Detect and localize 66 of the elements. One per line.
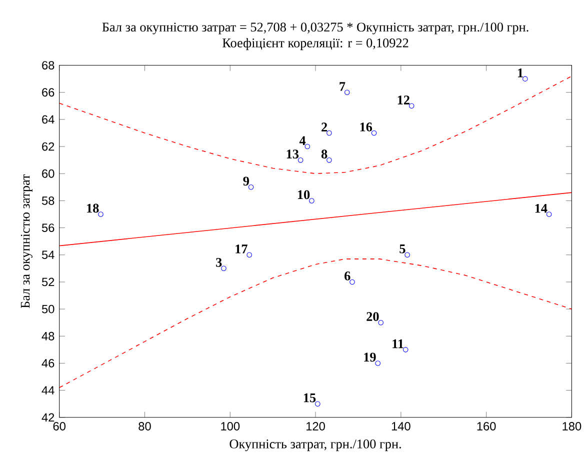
y-tick-label: 68 — [42, 61, 54, 70]
point — [375, 360, 380, 366]
x-tick-label: 100 — [221, 422, 240, 431]
point — [404, 252, 410, 258]
point — [298, 157, 304, 163]
point — [546, 212, 552, 217]
x-axis-title: Окупність затрат, грн./100 грн. — [230, 440, 401, 452]
annotation: 9 — [243, 176, 249, 186]
y-tick-label: 64 — [42, 115, 54, 124]
annotation: 5 — [400, 244, 406, 254]
annotation: 12 — [398, 96, 410, 104]
y-tick-label: 54 — [42, 250, 54, 260]
line-series — [59, 258, 572, 388]
y-axis-title: Бал за окупністю затрат — [20, 174, 32, 308]
x-tick-label: 180 — [562, 422, 582, 431]
x-tick-label: 160 — [477, 422, 496, 431]
annotation: 2 — [322, 122, 328, 132]
point — [522, 76, 528, 82]
point — [326, 130, 332, 136]
y-tick-label: 62 — [42, 142, 54, 151]
annotation: 18 — [87, 204, 99, 213]
annotation: 20 — [366, 312, 379, 322]
y-tick-label: 44 — [42, 386, 54, 394]
y-tick-label: 42 — [42, 413, 54, 422]
point — [246, 252, 252, 258]
point — [378, 320, 384, 326]
annotation: 10 — [298, 190, 310, 200]
y-tick-label: 48 — [42, 332, 54, 340]
x-tick-label: 140 — [392, 422, 410, 431]
point — [221, 266, 226, 272]
chart-subtitle: Коефіцієнт кореляції: r = 0,10922 — [222, 38, 408, 50]
point — [304, 144, 310, 150]
annotation: 13 — [286, 150, 299, 159]
annotation: 17 — [236, 244, 248, 254]
annotation: 19 — [364, 352, 376, 362]
point — [309, 198, 314, 204]
x-tick-label: 60 — [53, 422, 66, 431]
x-tick-label: 80 — [138, 422, 151, 431]
y-tick-label: 58 — [42, 196, 54, 205]
annotation: 11 — [392, 339, 404, 348]
x-tick-label: 120 — [306, 422, 325, 431]
annotation: 4 — [299, 136, 306, 145]
point — [248, 184, 254, 190]
point — [326, 157, 332, 163]
y-tick-label: 50 — [42, 304, 54, 314]
annotation: 1 — [518, 68, 523, 78]
y-tick-label: 56 — [42, 224, 54, 232]
point — [408, 103, 414, 109]
y-tick-label: 52 — [42, 278, 54, 286]
annotation: 8 — [321, 150, 328, 159]
y-tick-label: 60 — [42, 169, 54, 178]
annotation: 6 — [344, 272, 350, 280]
point — [344, 90, 350, 96]
annotation: 3 — [216, 258, 222, 267]
point — [371, 130, 377, 136]
annotation: 14 — [535, 204, 548, 213]
point — [402, 347, 408, 352]
annotation: 15 — [304, 393, 316, 402]
point — [350, 279, 355, 285]
annotation: 16 — [360, 122, 372, 132]
annotation: 7 — [340, 82, 346, 91]
point — [315, 401, 320, 407]
y-tick-label: 66 — [42, 88, 54, 97]
chart-title: Бал за окупністю затрат = 52,708 + 0,03275 * Окупність затрат, грн./100 грн. — [102, 22, 528, 34]
point — [98, 212, 104, 217]
y-tick-label: 46 — [42, 359, 54, 368]
